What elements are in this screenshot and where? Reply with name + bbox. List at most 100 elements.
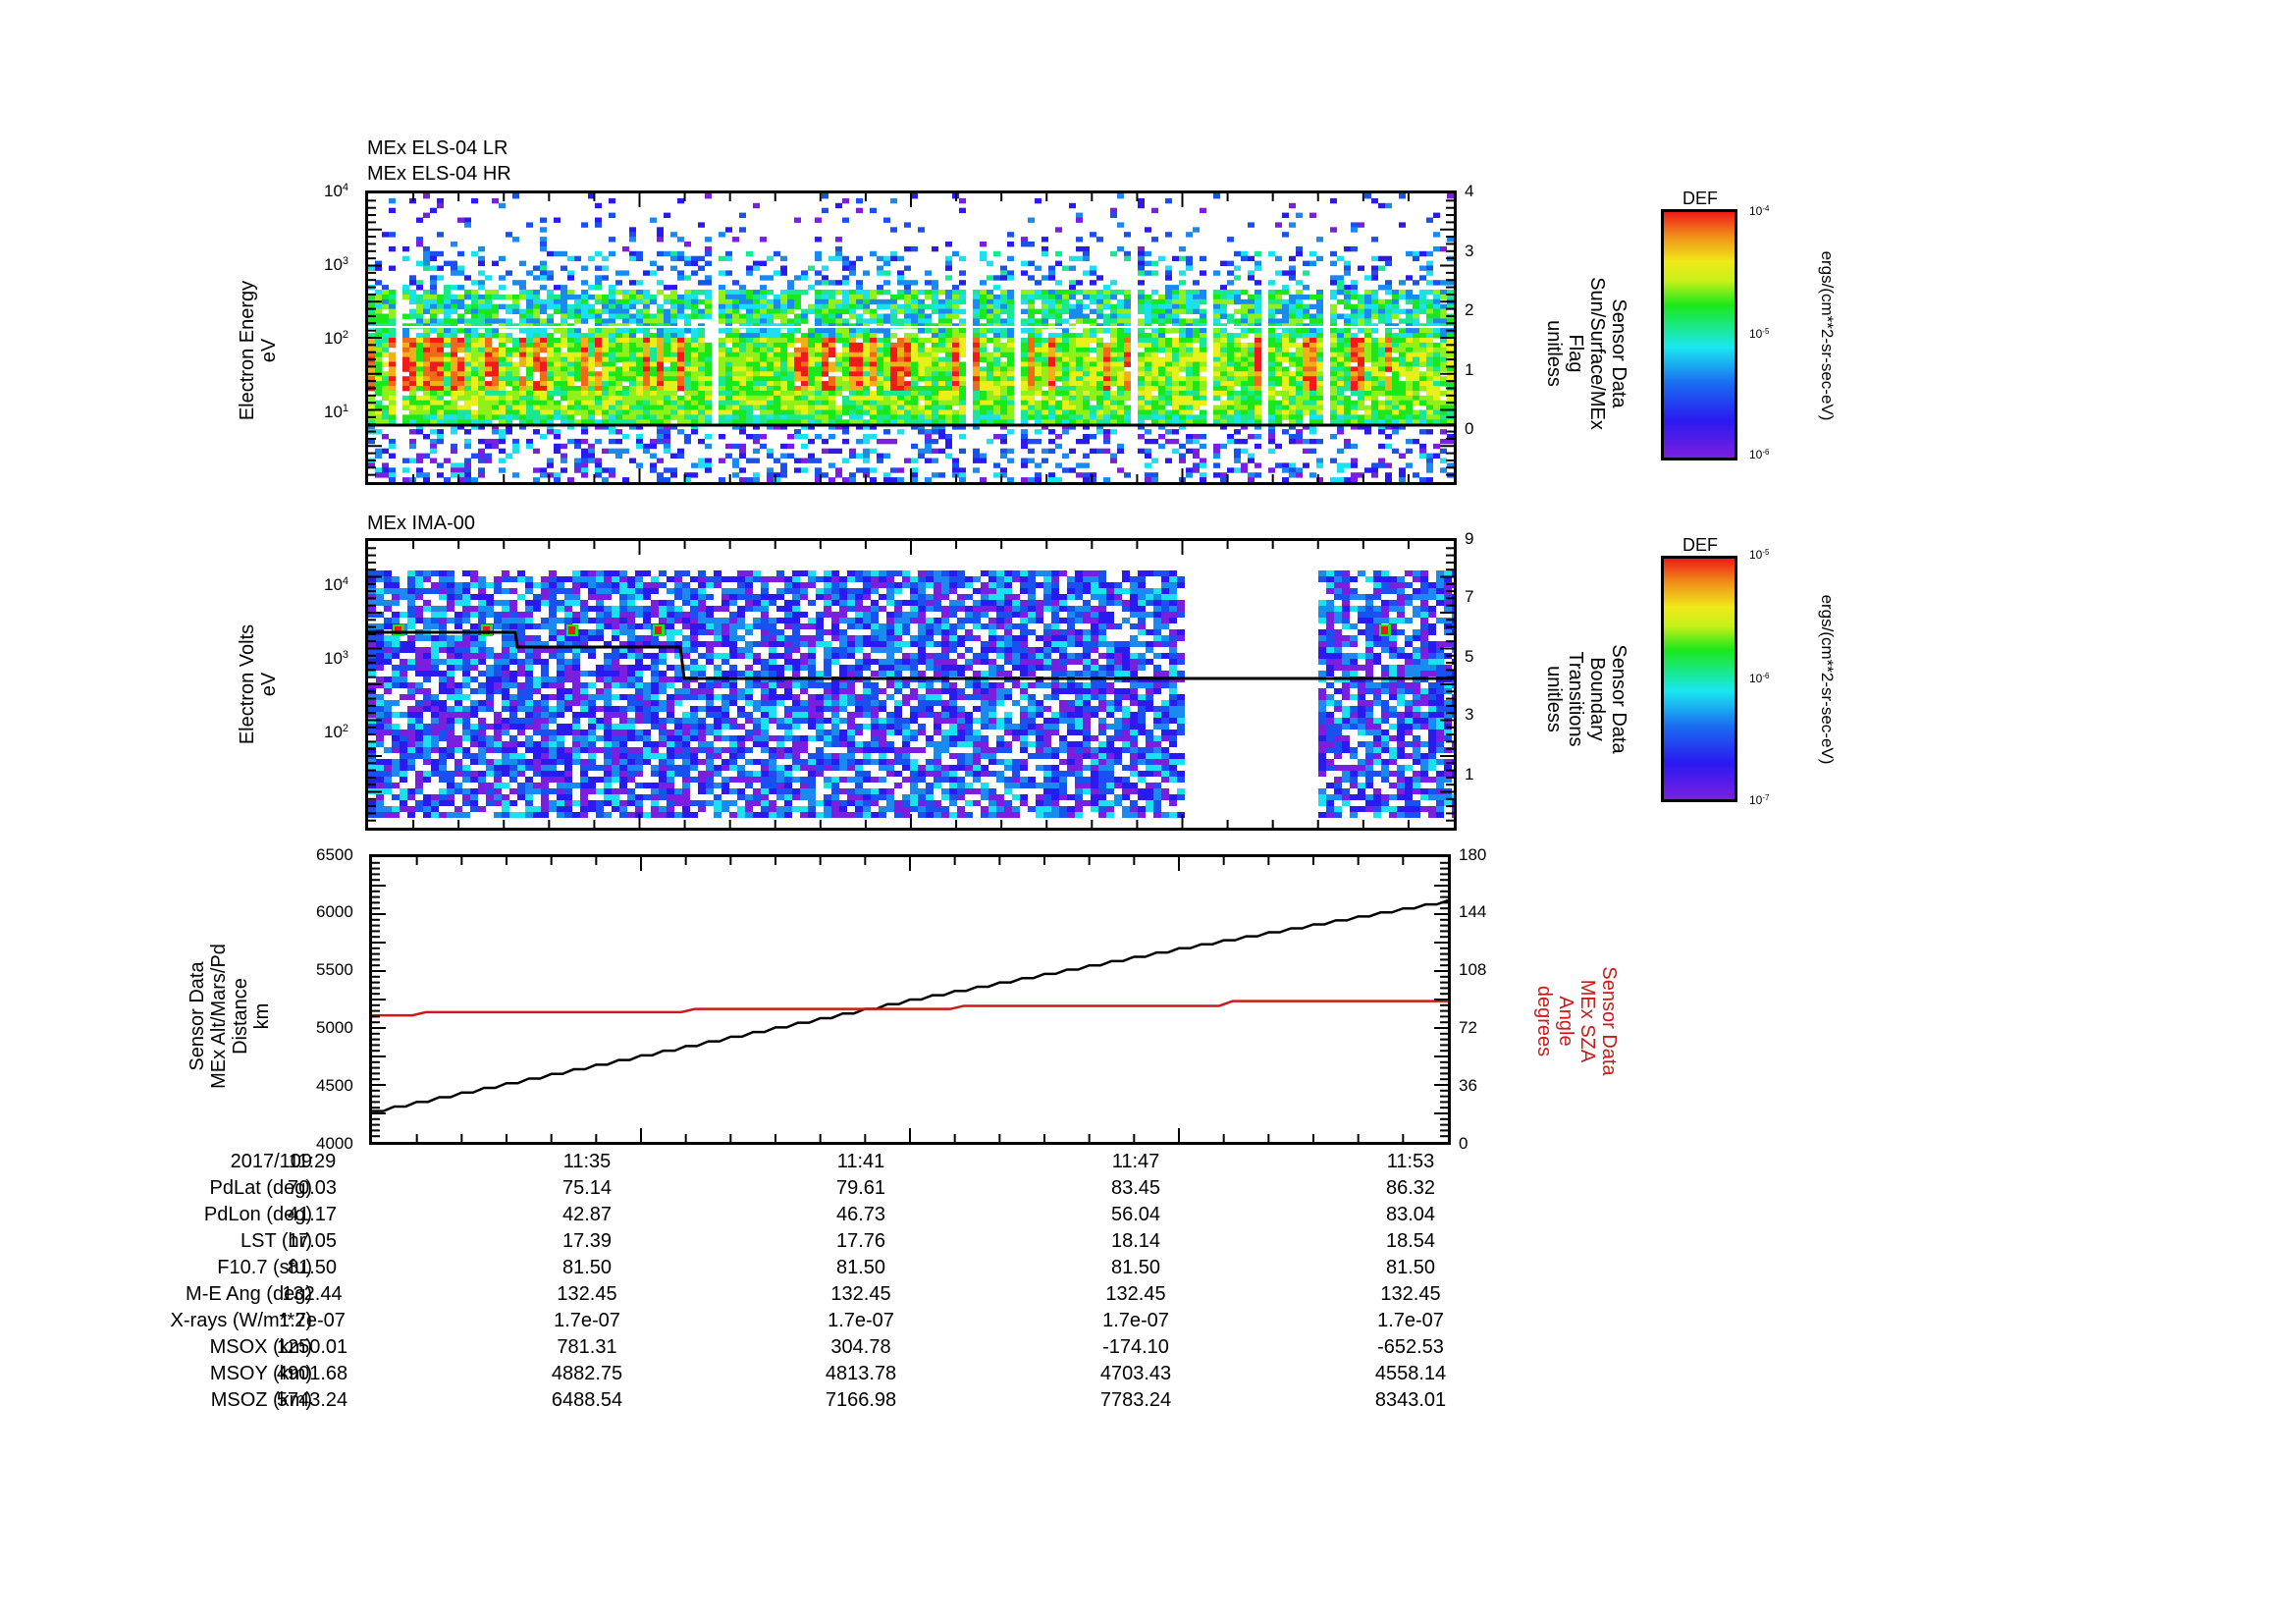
table-row-label: M-E Ang (deg) — [186, 1283, 312, 1305]
table-cell: 86.32 — [1385, 1177, 1436, 1199]
table-cell: 1.7e-07 — [828, 1310, 894, 1331]
ima-right-ytick: 9 — [1465, 529, 1474, 548]
colorbar-2 — [1661, 556, 1737, 802]
table-cell: 4813.78 — [825, 1363, 897, 1384]
els-ytick: 104 — [324, 182, 349, 200]
table-cell: 81.50 — [287, 1257, 338, 1278]
table-cell: 18.14 — [1110, 1230, 1161, 1252]
orbit-ytick: 6000 — [316, 902, 353, 921]
orbit-right-ytick: 144 — [1459, 902, 1487, 921]
ima-ylabel: Electron Volts eV — [237, 623, 280, 745]
els-right-ylabel: Sensor Data Sun/Surface/MEx Flag unitles… — [1543, 277, 1629, 430]
table-time: 11:47 — [1111, 1151, 1160, 1172]
els-ytick: 103 — [324, 255, 349, 274]
ima-right-ytick: 7 — [1465, 587, 1474, 606]
orbit-ytick: 5000 — [316, 1018, 353, 1037]
table-cell: 5743.24 — [276, 1389, 348, 1411]
ima-right-ytick: 3 — [1465, 705, 1474, 724]
els-title-hr: MEx ELS-04 HR — [367, 163, 511, 185]
table-cell: 42.87 — [561, 1204, 613, 1225]
table-cell: 1.7e-07 — [279, 1310, 346, 1331]
els-right-ytick: 0 — [1465, 419, 1474, 438]
table-cell: 70.03 — [287, 1177, 338, 1199]
table-row-label: MSOX (km) — [209, 1336, 312, 1358]
orbit-right-ytick: 72 — [1459, 1018, 1477, 1037]
table-cell: -174.10 — [1102, 1336, 1169, 1358]
els-title-lr: MEx ELS-04 LR — [367, 137, 508, 159]
table-cell: 6488.54 — [551, 1389, 623, 1411]
table-row-label: PdLon (deg) — [203, 1204, 312, 1225]
table-row-label: X-rays (W/m**2) — [170, 1310, 312, 1331]
orbit-right-ytick: 180 — [1459, 845, 1487, 864]
table-cell: 132.45 — [1105, 1283, 1166, 1305]
orbit-right-ytick: 108 — [1459, 960, 1487, 979]
table-time: 11:41 — [836, 1151, 885, 1172]
table-cell: 8343.01 — [1374, 1389, 1447, 1411]
table-cell: 7783.24 — [1099, 1389, 1172, 1411]
els-ytick: 102 — [324, 329, 349, 348]
table-cell: 41.17 — [287, 1204, 338, 1225]
table-cell: 79.61 — [835, 1177, 886, 1199]
table-cell: 132.45 — [1380, 1283, 1441, 1305]
table-cell: 83.04 — [1385, 1204, 1436, 1225]
ima-right-ytick: 5 — [1465, 647, 1474, 666]
table-time: 11:35 — [562, 1151, 612, 1172]
table-cell: 17.76 — [835, 1230, 886, 1252]
els-right-ytick: 2 — [1465, 300, 1474, 319]
colorbar-1-tick: 10-6 — [1749, 448, 1770, 461]
table-cell: 132.45 — [830, 1283, 891, 1305]
table-cell: 75.14 — [561, 1177, 613, 1199]
orbit-lineplot — [369, 854, 1451, 1145]
table-cell: 132.44 — [282, 1283, 343, 1305]
table-cell: -652.53 — [1377, 1336, 1444, 1358]
table-cell: 81.50 — [561, 1257, 613, 1278]
table-row-label: MSOY (km) — [209, 1363, 312, 1384]
colorbar-2-tick: 10-6 — [1749, 672, 1770, 685]
orbit-ytick: 4000 — [316, 1134, 353, 1153]
orbit-right-ytick: 36 — [1459, 1076, 1477, 1095]
table-cell: 17.05 — [287, 1230, 338, 1252]
table-cell: 17.39 — [561, 1230, 613, 1252]
colorbar-1-title: DEF — [1682, 189, 1718, 208]
orbit-right-ytick: 0 — [1459, 1134, 1468, 1153]
orbit-ytick: 4500 — [316, 1076, 353, 1095]
els-right-ytick: 3 — [1465, 242, 1474, 260]
orbit-ylabel: Sensor Data MEx Alt/Mars/Pd Distance km — [187, 944, 273, 1089]
table-row-label: PdLat (deg) — [209, 1177, 312, 1199]
table-cell: 304.78 — [830, 1336, 891, 1358]
table-cell: 46.73 — [835, 1204, 886, 1225]
table-cell: 1.7e-07 — [1377, 1310, 1444, 1331]
ima-ytick: 103 — [324, 649, 349, 668]
table-cell: 781.31 — [557, 1336, 617, 1358]
orbit-ytick: 5500 — [316, 960, 353, 979]
table-cell: 4558.14 — [1374, 1363, 1447, 1384]
table-time: 11:29 — [288, 1151, 337, 1172]
colorbar-1-tick: 10-5 — [1749, 327, 1770, 341]
table-cell: 81.50 — [1385, 1257, 1436, 1278]
table-cell: 81.50 — [835, 1257, 886, 1278]
colorbar-2-title: DEF — [1682, 535, 1718, 555]
table-cell: 1.7e-07 — [554, 1310, 620, 1331]
table-row-label: LST (hr) — [240, 1230, 312, 1252]
table-cell: 81.50 — [1110, 1257, 1161, 1278]
colorbar-1-units: ergs/(cm**2-sr-sec-eV) — [1818, 250, 1837, 421]
ima-ytick: 102 — [324, 723, 349, 741]
table-cell: 83.45 — [1110, 1177, 1161, 1199]
orbit-right-ylabel: Sensor Data MEx SZA Angle degrees — [1533, 966, 1620, 1076]
table-cell: 56.04 — [1110, 1204, 1161, 1225]
ima-right-ylabel: Sensor Data Boundary Transitions unitles… — [1543, 644, 1629, 754]
table-cell: 4703.43 — [1099, 1363, 1172, 1384]
ima-spectrogram — [365, 538, 1457, 831]
colorbar-1 — [1661, 209, 1737, 460]
table-row-label: F10.7 (sfu) — [217, 1257, 312, 1278]
table-time: 11:53 — [1386, 1151, 1435, 1172]
table-cell: 18.54 — [1385, 1230, 1436, 1252]
table-cell: 4882.75 — [551, 1363, 623, 1384]
table-cell: 132.45 — [557, 1283, 617, 1305]
ima-title: MEx IMA-00 — [367, 513, 476, 534]
els-spectrogram — [365, 190, 1457, 485]
colorbar-2-tick: 10-7 — [1749, 793, 1770, 807]
table-cell: 1250.01 — [276, 1336, 348, 1358]
table-cell: 7166.98 — [825, 1389, 897, 1411]
table-header-date: 2017/109 — [230, 1151, 312, 1172]
